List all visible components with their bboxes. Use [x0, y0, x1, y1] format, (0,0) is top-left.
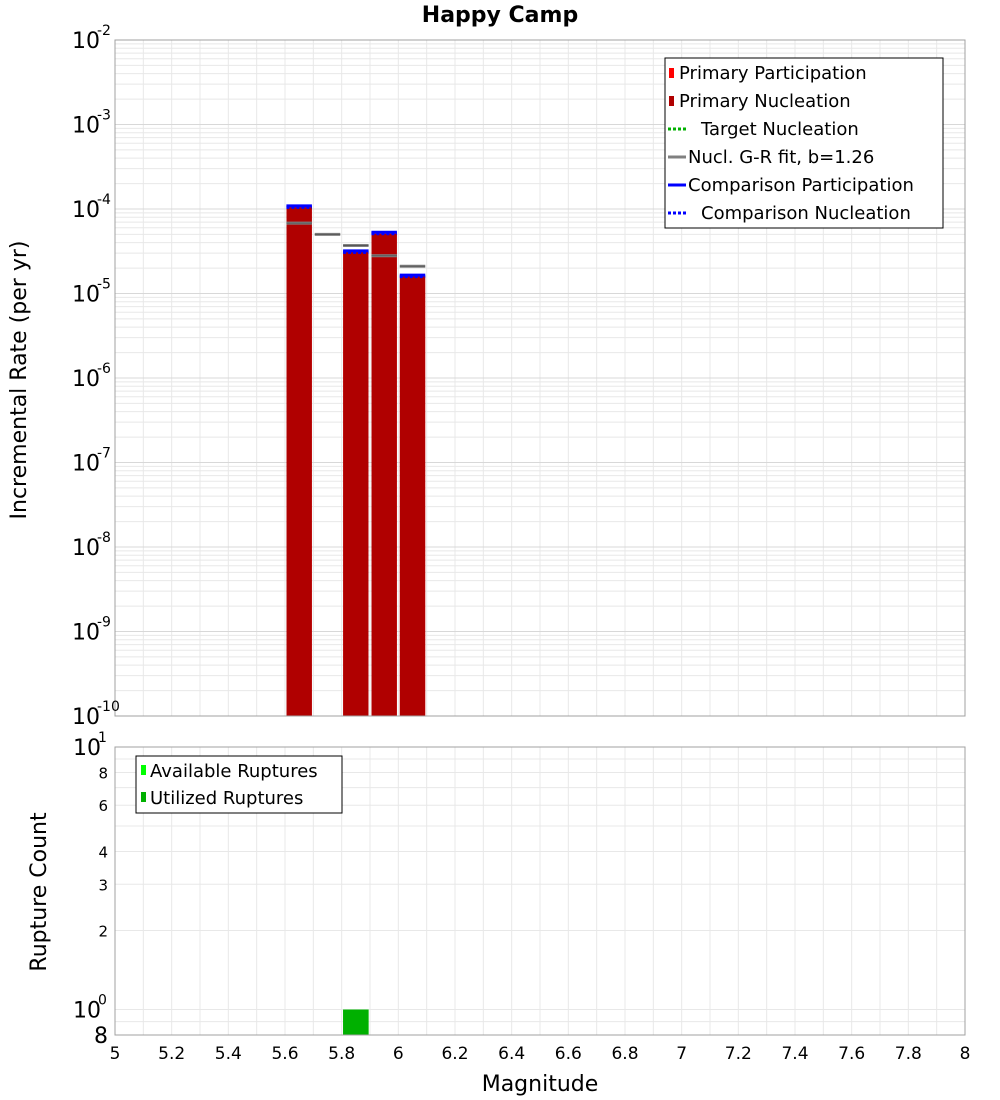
- x-axis-label: Magnitude: [482, 1072, 599, 1097]
- top-legend-item: Nucl. G-R fit, b=1.26: [668, 147, 874, 168]
- bottom-y-tick-base: 10: [73, 999, 101, 1024]
- top-legend-label: Comparison Participation: [688, 175, 914, 196]
- top-y-tick-labels: 10-210-310-410-510-610-710-810-910-10: [72, 23, 120, 730]
- x-tick-label: 6: [393, 1044, 404, 1064]
- top-y-axis-label: Incremental Rate (per yr): [7, 241, 32, 520]
- top-legend-item: Target Nucleation: [668, 119, 859, 140]
- x-tick-label: 7.4: [781, 1044, 808, 1064]
- bottom-legend: Available Ruptures Utilized Ruptures: [135, 755, 343, 814]
- top-y-tick: 10-6: [72, 361, 111, 392]
- top-y-tick-exponent: -5: [97, 277, 111, 293]
- bottom-y-minor-tick-label: 8: [98, 764, 108, 782]
- primary-nucleation-bar: [399, 276, 426, 716]
- bottom-y-minor-tick-label: 2: [98, 923, 108, 941]
- top-y-tick-base: 10: [72, 452, 100, 477]
- top-y-tick: 10-10: [72, 699, 120, 730]
- bottom-y-minor-tick-label: 3: [98, 876, 108, 894]
- top-legend-label: Comparison Nucleation: [701, 203, 911, 224]
- bottom-legend-box: [135, 755, 343, 814]
- bottom-legend-item: Utilized Ruptures: [141, 788, 303, 809]
- top-legend-item: Primary Nucleation: [669, 91, 851, 112]
- bottom-y-tick: 101: [73, 730, 107, 761]
- top-legend-label: Target Nucleation: [700, 119, 859, 140]
- top-y-tick-exponent: -6: [97, 361, 111, 377]
- top-legend-item: Primary Participation: [669, 63, 867, 84]
- bottom-y-minor-tick-label: 8: [94, 1024, 108, 1049]
- x-tick-label: 8: [960, 1044, 971, 1064]
- x-tick-label: 6.6: [555, 1044, 582, 1064]
- bottom-y-tick-exponent: 0: [98, 993, 107, 1009]
- top-legend: Primary Participation Primary Nucleation T…: [664, 57, 944, 229]
- bottom-legend-item: Available Ruptures: [141, 761, 318, 782]
- top-legend-label: Nucl. G-R fit, b=1.26: [688, 147, 874, 168]
- x-tick-label: 6.4: [498, 1044, 525, 1064]
- incremental-rate-panel: 10-210-310-410-510-610-710-810-910-10 In…: [7, 23, 966, 730]
- top-y-tick-base: 10: [72, 283, 100, 308]
- top-plot-marks: [286, 204, 426, 717]
- top-y-tick: 10-8: [72, 530, 111, 561]
- x-tick-label: 7.8: [895, 1044, 922, 1064]
- x-tick-label: 5.2: [158, 1044, 185, 1064]
- top-legend-box: [664, 57, 944, 229]
- top-y-tick-base: 10: [72, 114, 100, 139]
- bottom-y-minor-tick-label: 4: [98, 843, 108, 861]
- top-y-tick: 10-7: [72, 446, 111, 477]
- x-tick-labels: 5 5.2 5.4 5.6 5.8 6 6.2 6.4 6.6 6.8 7 7.2 7.4 7.6 7.8 8: [110, 1044, 971, 1064]
- x-tick-label: 5.4: [215, 1044, 242, 1064]
- bottom-y-axis-label: Rupture Count: [27, 812, 52, 972]
- top-y-tick: 10-9: [72, 615, 111, 646]
- top-legend-label: Primary Nucleation: [679, 91, 851, 112]
- legend-swatch-available-ruptures: [141, 765, 146, 775]
- x-tick-label: 7: [676, 1044, 687, 1064]
- x-tick-label: 6.8: [611, 1044, 638, 1064]
- primary-nucleation-bar: [286, 207, 312, 716]
- x-tick-label: 7.2: [725, 1044, 752, 1064]
- legend-swatch-primary-nucleation: [669, 96, 674, 106]
- top-y-tick-exponent: -3: [97, 108, 111, 124]
- top-y-tick-base: 10: [72, 536, 100, 561]
- top-y-tick-base: 10: [72, 367, 100, 392]
- bottom-y-tick: 100: [73, 993, 107, 1024]
- x-tick-label: 7.6: [838, 1044, 865, 1064]
- legend-swatch-primary-participation: [669, 68, 674, 78]
- top-legend-item: Comparison Participation: [668, 175, 914, 196]
- legend-swatch-utilized-ruptures: [141, 792, 146, 802]
- x-tick-label: 5.8: [328, 1044, 355, 1064]
- chart-title: Happy Camp: [422, 3, 578, 28]
- top-y-tick-base: 10: [72, 198, 100, 223]
- top-y-tick-base: 10: [72, 705, 100, 730]
- primary-nucleation-bar: [343, 251, 369, 717]
- top-y-tick: 10-4: [72, 192, 111, 223]
- top-y-tick-exponent: -8: [97, 530, 111, 546]
- primary-nucleation-bar: [371, 233, 397, 716]
- bottom-y-tick-exponent: 1: [98, 730, 107, 746]
- top-y-tick-exponent: -10: [97, 699, 120, 715]
- bottom-y-minor-tick-label: 6: [98, 797, 108, 815]
- bottom-legend-label: Utilized Ruptures: [150, 788, 303, 809]
- top-y-tick-base: 10: [72, 29, 100, 54]
- utilized-ruptures-bar: [343, 1009, 369, 1035]
- top-legend-label: Primary Participation: [679, 63, 867, 84]
- top-y-tick-exponent: -2: [97, 23, 111, 39]
- bottom-plot-marks: [343, 1009, 369, 1035]
- top-y-tick-exponent: -4: [97, 192, 111, 208]
- x-tick-label: 5: [110, 1044, 121, 1064]
- top-y-tick-exponent: -7: [97, 446, 111, 462]
- top-y-tick-base: 10: [72, 621, 100, 646]
- x-tick-label: 5.6: [271, 1044, 298, 1064]
- top-plot-frame: [114, 39, 966, 717]
- x-tick-label: 6.2: [441, 1044, 468, 1064]
- top-legend-item: Comparison Nucleation: [668, 203, 911, 224]
- bottom-y-tick-base: 10: [73, 736, 101, 761]
- top-y-tick: 10-2: [72, 23, 111, 54]
- bottom-plot-frame: [114, 746, 966, 1036]
- top-y-tick-exponent: -9: [97, 615, 111, 631]
- top-y-tick: 10-5: [72, 277, 111, 308]
- top-y-tick: 10-3: [72, 108, 111, 139]
- bottom-legend-label: Available Ruptures: [150, 761, 318, 782]
